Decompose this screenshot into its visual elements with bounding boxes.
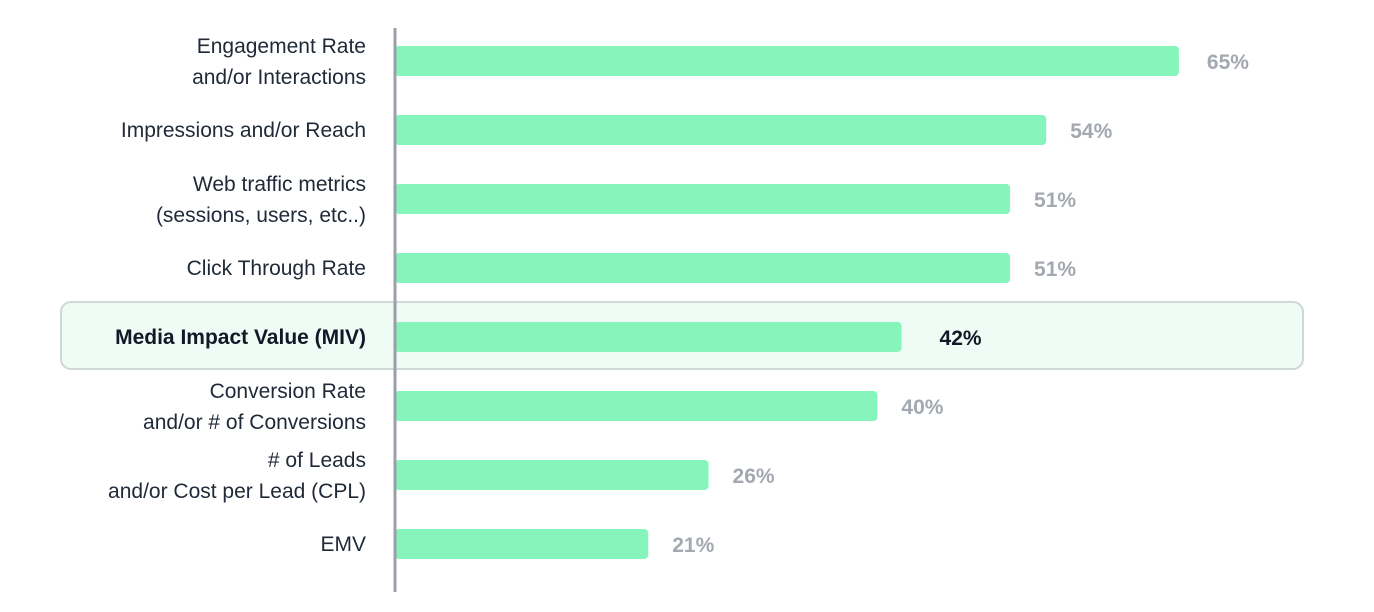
data-label: 54% xyxy=(1070,120,1112,143)
category-label: Conversion Rate and/or # of Conversions xyxy=(143,380,366,434)
bar xyxy=(395,115,1047,145)
data-label: 42% xyxy=(940,327,982,350)
bar xyxy=(395,184,1011,214)
data-label: 51% xyxy=(1034,258,1076,281)
category-label: Engagement Rate and/or Interactions xyxy=(192,35,366,89)
data-label: 26% xyxy=(733,465,775,488)
bar xyxy=(395,46,1179,76)
data-label: 51% xyxy=(1034,189,1076,212)
data-label: 40% xyxy=(901,396,943,419)
bar xyxy=(395,253,1011,283)
bar xyxy=(395,391,878,421)
category-label: Click Through Rate xyxy=(187,257,366,280)
bar xyxy=(395,322,902,352)
category-label: EMV xyxy=(320,533,366,556)
data-label: 65% xyxy=(1207,51,1249,74)
data-label: 21% xyxy=(672,534,714,557)
bar xyxy=(395,460,709,490)
category-label: Impressions and/or Reach xyxy=(121,119,366,142)
category-label: Media Impact Value (MIV) xyxy=(115,326,366,349)
bar xyxy=(395,529,649,559)
category-label: Web traffic metrics (sessions, users, etc… xyxy=(156,173,366,227)
category-label: # of Leads and/or Cost per Lead (CPL) xyxy=(108,449,366,503)
